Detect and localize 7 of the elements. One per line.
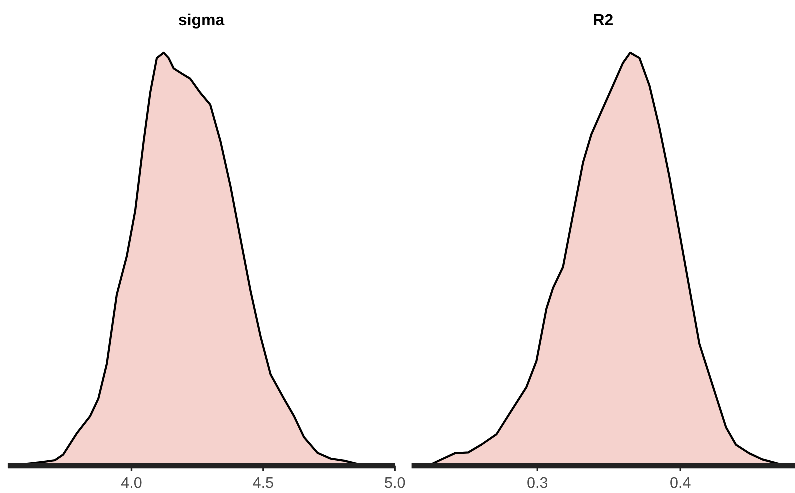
chart-title: R2 bbox=[594, 14, 613, 26]
x-tick-label: 5.0 bbox=[385, 477, 406, 488]
x-tick-label: 4.5 bbox=[253, 478, 274, 488]
x-tick-label: 4.0 bbox=[121, 477, 142, 488]
x-tick-label: 0.3 bbox=[528, 477, 548, 488]
x-tick-label: 0.4 bbox=[670, 477, 691, 488]
chart-title: sigma bbox=[179, 14, 225, 29]
